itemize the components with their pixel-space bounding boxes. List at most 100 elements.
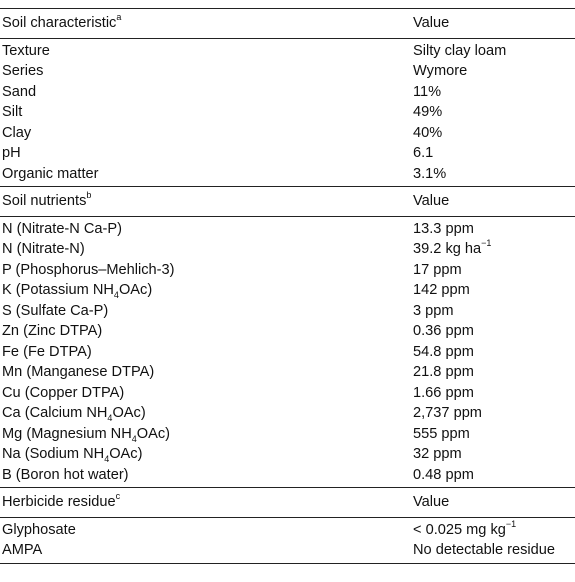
row-value-text: 3.1% [413,165,447,182]
table-row: B (Boron hot water) 0.48 ppm [0,465,575,488]
table-body: Soil characteristica Value Texture Silty cl… [0,8,575,564]
table-row: P (Phosphorus–Mehlich-3) 17 ppm [0,260,575,281]
row-label: N (Nitrate-N Ca-P) [0,216,413,239]
row-value-text: 1.66 ppm [413,384,474,401]
row-label-text: Texture [2,42,50,59]
row-value: Silty clay loam [413,38,575,61]
row-value-text: 17 ppm [413,261,462,278]
row-value-text: 555 ppm [413,425,470,442]
section-header-value: Value [413,487,575,518]
row-label-text: Fe (Fe DTPA) [2,343,92,360]
row-label-text: P (Phosphorus–Mehlich-3) [2,261,175,278]
table-row: Clay 40% [0,123,575,144]
table-row: Mg (Magnesium NH4OAc) 555 ppm [0,424,575,445]
table-row: Zn (Zinc DTPA) 0.36 ppm [0,321,575,342]
table-row: S (Sulfate Ca-P) 3 ppm [0,301,575,322]
header-label-text: Soil characteristic [2,15,117,31]
table-row: K (Potassium NH4OAc) 142 ppm [0,280,575,301]
row-value-text: 6.1 [413,145,434,161]
row-label-subscript: 4 [131,433,137,444]
row-label-text: pH [2,145,21,161]
row-label-text: Mg (Magnesium NH [2,425,132,442]
table-row: Glyphosate < 0.025 mg kg−1 [0,517,575,540]
row-label-text: Mn (Manganese DTPA) [2,364,155,380]
row-label: K (Potassium NH4OAc) [0,280,413,301]
row-label: N (Nitrate-N) [0,239,413,260]
row-value: 54.8 ppm [413,342,575,363]
row-value: 3.1% [413,164,575,187]
section-header-row: Soil nutrientsb Value [0,186,575,217]
row-value: 1.66 ppm [413,383,575,404]
row-value-text: 32 ppm [413,446,462,462]
table-row: AMPA No detectable residue [0,540,575,564]
row-value-text: 11% [413,83,442,100]
row-value-text: 0.48 ppm [413,466,474,483]
row-label: Na (Sodium NH4OAc) [0,444,413,465]
row-label-text: Ca (Calcium NH [2,405,108,421]
row-label: Silt [0,102,413,123]
row-label-subscript: 4 [113,289,119,300]
row-value-text: 54.8 ppm [413,343,474,360]
row-label: AMPA [0,540,413,564]
row-value: 0.36 ppm [413,321,575,342]
row-value: 555 ppm [413,424,575,445]
row-value-text: 39.2 kg ha [413,241,482,257]
row-value-text: No detectable residue [413,542,555,558]
row-label: Cu (Copper DTPA) [0,383,413,404]
row-value-text: 13.3 ppm [413,220,474,237]
table-row: N (Nitrate-N) 39.2 kg ha−1 [0,239,575,260]
row-label: Texture [0,38,413,61]
section-header-label: Herbicide residuec [0,487,413,518]
section-header-row: Soil characteristica Value [0,8,575,39]
row-value-text: 40% [413,124,443,141]
row-value: 2,737 ppm [413,403,575,424]
row-label-tail: OAc) [118,282,153,298]
row-label-text: S (Sulfate Ca-P) [2,302,109,319]
row-value: 11% [413,82,575,103]
row-label-text: Sand [2,83,37,100]
row-value: 17 ppm [413,260,575,281]
row-label: Sand [0,82,413,103]
row-value: 40% [413,123,575,144]
row-label: Mn (Manganese DTPA) [0,362,413,383]
row-label-text: N (Nitrate-N) [2,241,85,257]
row-value-text: Silty clay loam [413,42,507,59]
row-label-text: Organic matter [2,165,99,182]
table-row: Na (Sodium NH4OAc) 32 ppm [0,444,575,465]
row-label-text: Zn (Zinc DTPA) [2,323,103,339]
table-row: Cu (Copper DTPA) 1.66 ppm [0,383,575,404]
table-row: Fe (Fe DTPA) 54.8 ppm [0,342,575,363]
row-label-text: N (Nitrate-N Ca-P) [2,220,122,237]
section-header-value: Value [413,186,575,217]
row-value: 0.48 ppm [413,465,575,488]
row-value-superscript: −1 [505,518,517,529]
table-row: Sand 11% [0,82,575,103]
row-value: < 0.025 mg kg−1 [413,517,575,540]
row-value-superscript: −1 [481,238,492,249]
row-label: Zn (Zinc DTPA) [0,321,413,342]
row-label-tail: OAc) [136,425,171,442]
header-footnote-marker: c [115,491,121,502]
row-label: Organic matter [0,164,413,187]
row-label-text: K (Potassium NH [2,282,114,298]
table-row: Mn (Manganese DTPA) 21.8 ppm [0,362,575,383]
section-header-value: Value [413,8,575,39]
row-label: Fe (Fe DTPA) [0,342,413,363]
row-label-text: Series [2,63,44,79]
soil-properties-table: Soil characteristica Value Texture Silty cl… [0,8,575,564]
row-value: 3 ppm [413,301,575,322]
row-label: Mg (Magnesium NH4OAc) [0,424,413,445]
row-label-text: Silt [2,104,23,120]
header-label-text: Herbicide residue [2,494,116,510]
row-label-text: Cu (Copper DTPA) [2,384,125,401]
row-value-text: 2,737 ppm [413,405,482,421]
row-value: 142 ppm [413,280,575,301]
table-row: N (Nitrate-N Ca-P) 13.3 ppm [0,216,575,239]
header-footnote-marker: b [86,190,92,201]
header-label-text: Soil nutrients [2,193,87,209]
row-label-text: Glyphosate [2,521,76,538]
table-row: pH 6.1 [0,143,575,164]
row-value: 6.1 [413,143,575,164]
row-value: 49% [413,102,575,123]
